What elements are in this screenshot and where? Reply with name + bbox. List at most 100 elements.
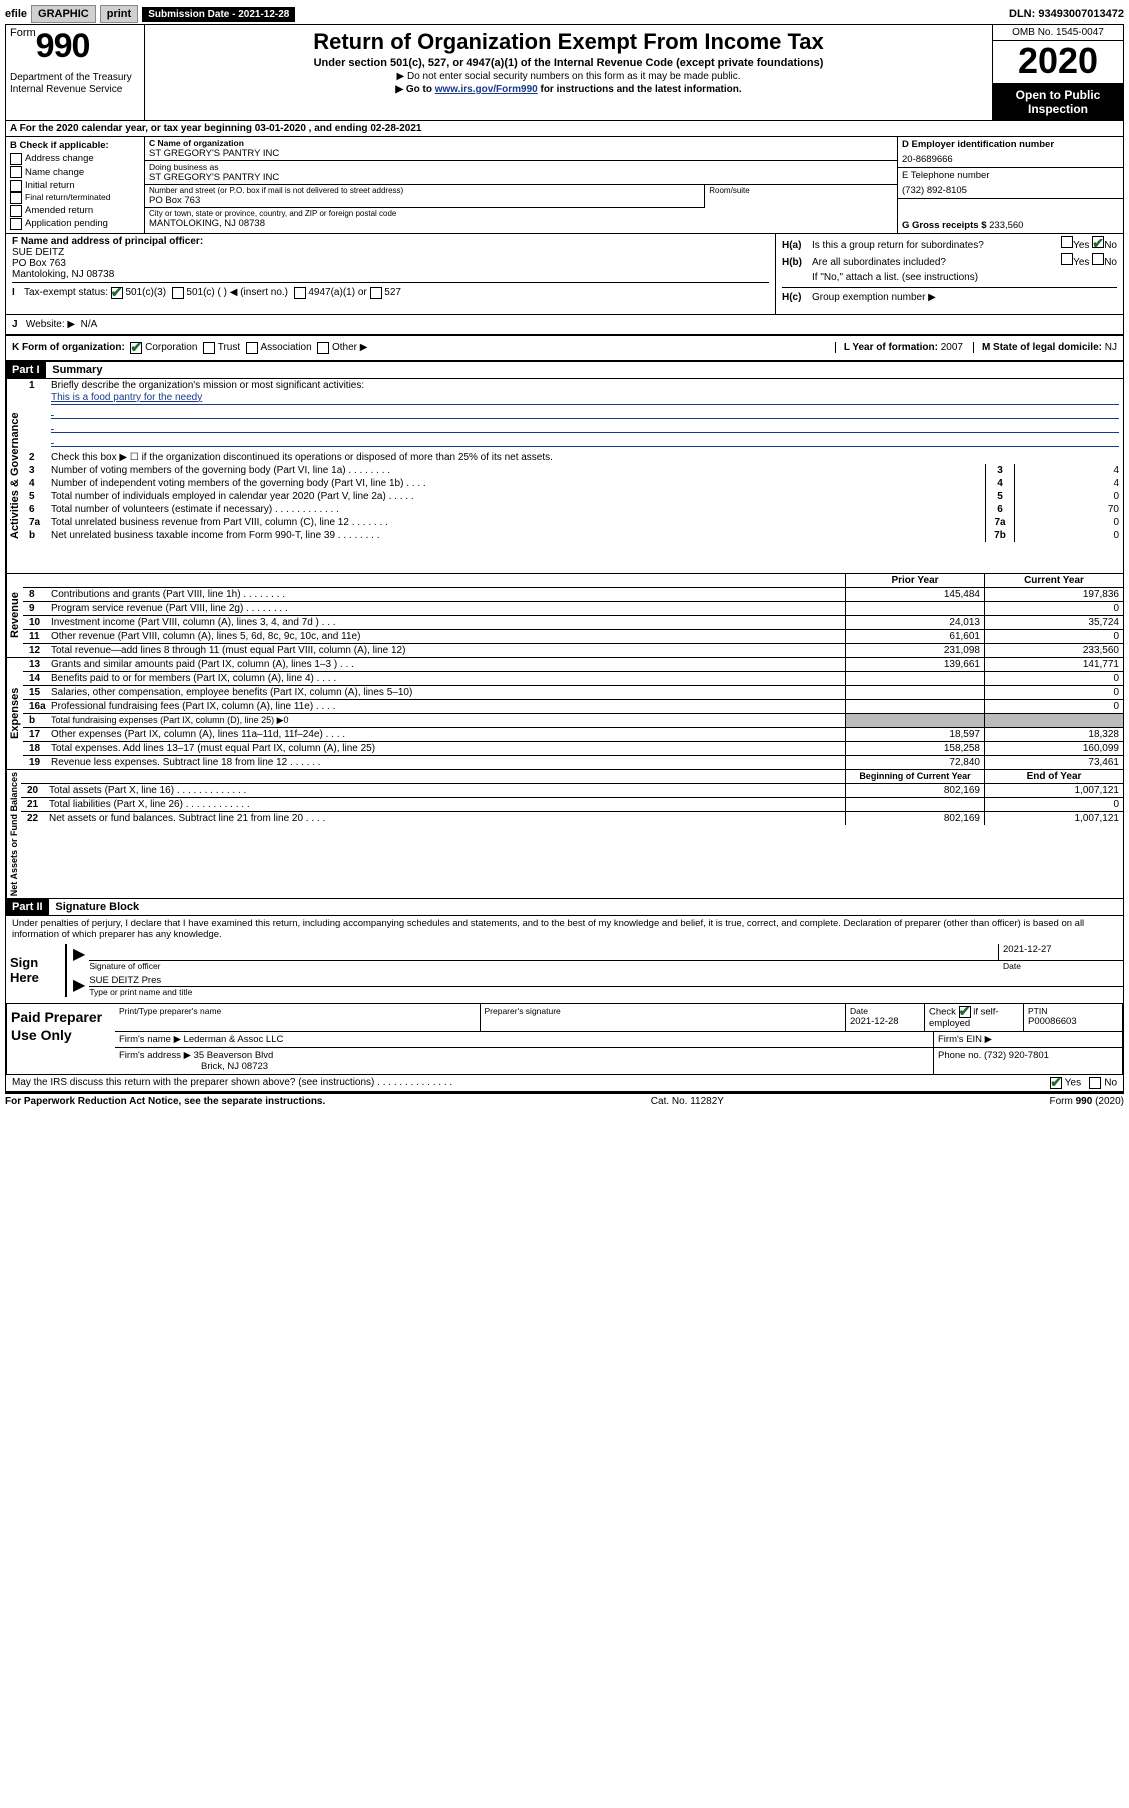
i-o1: 501(c)(3) — [125, 287, 166, 298]
ha-no-chk[interactable] — [1092, 236, 1104, 248]
footer-row: For Paperwork Reduction Act Notice, see … — [5, 1092, 1124, 1109]
chk-trust[interactable] — [203, 342, 215, 354]
efile-label: efile — [5, 8, 27, 20]
prep-row-2: Firm's name ▶ Lederman & Assoc LLC Firm'… — [115, 1032, 1122, 1048]
gov-row-7b: bNet unrelated business taxable income f… — [23, 529, 1123, 542]
chk-self-employed[interactable] — [959, 1006, 971, 1018]
rev-row-11: 11Other revenue (Part VIII, column (A), … — [23, 629, 1123, 643]
chk-lbl-0: Address change — [25, 152, 94, 165]
sig-line: 2021-12-27 — [89, 944, 1123, 961]
exp-row-13: 13Grants and similar amounts paid (Part … — [23, 658, 1123, 671]
title-col: Return of Organization Exempt From Incom… — [145, 25, 993, 120]
exp-row-b: bTotal fundraising expenses (Part IX, co… — [23, 713, 1123, 727]
print-button[interactable]: print — [100, 5, 138, 23]
ha-yes-chk[interactable] — [1061, 236, 1073, 248]
part1-header: Part I — [6, 362, 46, 378]
chk-501c3[interactable] — [111, 287, 123, 299]
net-row-21: 21Total liabilities (Part X, line 26) . … — [21, 797, 1123, 811]
sig-row-2: ▶ SUE DEITZ Pres Type or print name and … — [73, 975, 1123, 997]
form-container: Form990 Department of the Treasury Inter… — [5, 24, 1124, 1092]
mission-blank3 — [51, 434, 1119, 447]
chk-assoc[interactable] — [246, 342, 258, 354]
cell-dba: Doing business as ST GREGORY'S PANTRY IN… — [145, 161, 897, 185]
rev-rows: 8Contributions and grants (Part VIII, li… — [23, 587, 1123, 657]
paperwork-notice: For Paperwork Reduction Act Notice, see … — [5, 1096, 325, 1107]
j-txt: Website: ▶ — [26, 319, 75, 330]
form-word: Form — [10, 27, 36, 39]
prep-date-val: 2021-12-28 — [850, 1016, 920, 1027]
f-addr: PO Box 763 — [12, 258, 769, 269]
discuss-yes-chk[interactable] — [1050, 1077, 1062, 1089]
end-hdr: End of Year — [984, 770, 1123, 783]
i-lbl: I — [12, 287, 24, 298]
discuss-row: May the IRS discuss this return with the… — [6, 1075, 1123, 1091]
dba-lbl: Doing business as — [149, 162, 893, 172]
d-lbl: D Employer identification number — [902, 139, 1119, 150]
chk-527[interactable] — [370, 287, 382, 299]
net-lines: Beginning of Current Year End of Year 20… — [21, 770, 1123, 898]
chk-amended[interactable]: Amended return — [10, 204, 140, 217]
prep-date-lbl: Date — [850, 1006, 920, 1016]
c-name-lbl: C Name of organization — [149, 138, 893, 148]
i-txt: Tax-exempt status: — [24, 287, 108, 298]
chk-initial[interactable]: Initial return — [10, 179, 140, 192]
l2-post: for instructions and the latest informat… — [538, 84, 742, 95]
prep-right: Print/Type preparer's name Preparer's si… — [115, 1004, 1122, 1074]
col-b: B Check if applicable: Address change Na… — [6, 137, 145, 233]
i-o4: 527 — [384, 287, 401, 298]
side-label-rev: Revenue — [6, 574, 23, 657]
j-lbl: J — [12, 319, 18, 330]
firm-addr-lbl: Firm's address ▶ — [119, 1050, 191, 1061]
side-label-exp: Expenses — [6, 658, 23, 769]
chk-501c[interactable] — [172, 287, 184, 299]
chk-4947[interactable] — [294, 287, 306, 299]
firm-name-cell: Firm's name ▶ Lederman & Assoc LLC — [115, 1032, 933, 1047]
discuss-checks: Yes No — [1050, 1077, 1117, 1089]
form-title: Return of Organization Exempt From Incom… — [149, 29, 988, 55]
prep-date-cell: Date2021-12-28 — [845, 1004, 924, 1031]
hb-txt: Are all subordinates included? — [812, 255, 1061, 270]
graphic-button[interactable]: GRAPHIC — [31, 5, 96, 23]
addr-val: PO Box 763 — [149, 195, 700, 206]
chk-other[interactable] — [317, 342, 329, 354]
tax-year: 2020 — [993, 41, 1123, 84]
chk-corp[interactable] — [130, 342, 142, 354]
cell-addr-row: Number and street (or P.O. box if mail i… — [145, 185, 897, 208]
phone-val: (732) 920-7801 — [984, 1050, 1049, 1061]
l-box: L Year of formation: 2007 — [835, 342, 963, 353]
section-revenue: Revenue b Prior Year Current Year 8Contr… — [6, 573, 1123, 657]
side-label-gov: Activities & Governance — [6, 379, 23, 573]
section-b-row: B Check if applicable: Address change Na… — [6, 137, 1123, 234]
sign-right: ▶ 2021-12-27 Signature of officer Date ▶… — [65, 944, 1123, 997]
net-row-22: 22Net assets or fund balances. Subtract … — [21, 811, 1123, 825]
prep-sig-lbl: Preparer's signature — [485, 1006, 842, 1016]
part1-header-row: Part I Summary — [6, 360, 1123, 378]
sub-date-label: Submission Date - — [148, 9, 238, 20]
chk-name-change[interactable]: Name change — [10, 166, 140, 179]
form-number: 990 — [36, 27, 90, 65]
l-val: 2007 — [941, 342, 963, 353]
gov-lines: 1Briefly describe the organization's mis… — [23, 379, 1123, 573]
chk-pending[interactable]: Application pending — [10, 217, 140, 230]
gov-rows: 3Number of voting members of the governi… — [23, 464, 1123, 542]
top-bar: efile GRAPHIC print Submission Date - 20… — [5, 5, 1124, 23]
chk-addr-change[interactable]: Address change — [10, 152, 140, 165]
hb-yes-chk[interactable] — [1061, 253, 1073, 265]
part2-header: Part II — [6, 899, 49, 915]
rev-row-9: 9Program service revenue (Part VIII, lin… — [23, 601, 1123, 615]
prior-year-hdr: Prior Year — [845, 574, 984, 587]
exp-row-14: 14Benefits paid to or for members (Part … — [23, 671, 1123, 685]
k-o3: Association — [261, 342, 312, 353]
g-lbl: G Gross receipts $ — [902, 220, 986, 231]
gov-row-3: 3Number of voting members of the governi… — [23, 464, 1123, 477]
sig-officer-lbl: Signature of officer — [89, 961, 1003, 971]
hc-txt: Group exemption number ▶ — [812, 290, 936, 305]
chk-final[interactable]: Final return/terminated — [10, 192, 140, 204]
m-box: M State of legal domicile: NJ — [973, 342, 1117, 353]
irs-link[interactable]: www.irs.gov/Form990 — [435, 84, 538, 95]
hb-no-chk[interactable] — [1092, 253, 1104, 265]
discuss-no-chk[interactable] — [1089, 1077, 1101, 1089]
sig-date: 2021-12-27 — [998, 944, 1123, 960]
line-2: 2Check this box ▶ ☐ if the organization … — [23, 451, 1123, 464]
begin-hdr: Beginning of Current Year — [845, 770, 984, 783]
